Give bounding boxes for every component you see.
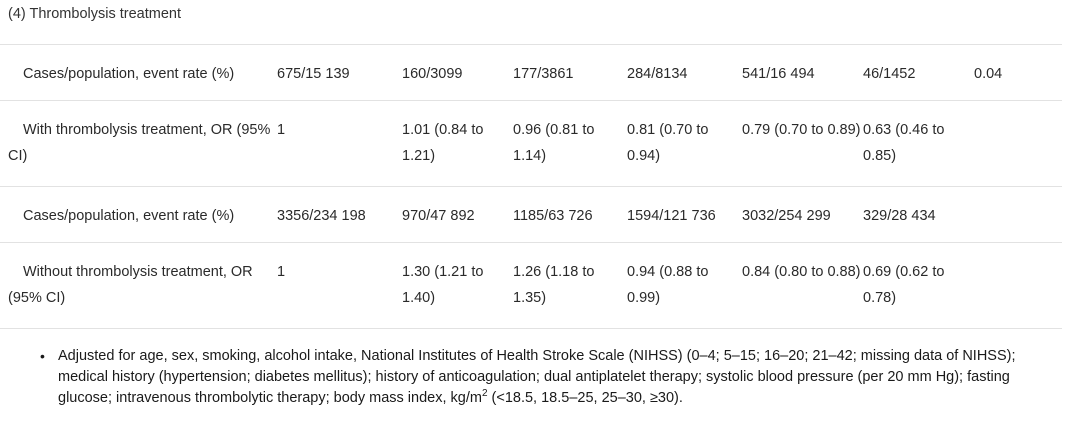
table-cell: 284/8134 [627,66,688,82]
table-cell: 0.63 (0.46 to 0.85) [863,122,945,164]
table-row: With thrombolysis treatment, OR (95% CI)… [0,100,1062,187]
table-cell: 160/3099 [402,66,463,82]
p-value-cell: 0.04 [974,66,1003,82]
row-label: With thrombolysis treatment, OR (95% CI) [8,122,271,164]
table-cell: 1.26 (1.18 to 1.35) [513,264,595,306]
table-cell: 329/28 434 [863,208,936,224]
table-cell: 541/16 494 [742,66,815,82]
table-cell: 970/47 892 [402,208,475,224]
footnote-superscript: 2 [481,388,488,400]
footnote-text: Adjusted for age, sex, smoking, alcohol … [58,348,1016,406]
table-row: Cases/population, event rate (%) 3356/23… [0,186,1062,243]
section-title: (4) Thrombolysis treatment [8,6,181,22]
row-label: Cases/population, event rate (%) [23,208,235,224]
table-cell: 0.94 (0.88 to 0.99) [627,264,709,306]
table-cell: 0.96 (0.81 to 1.14) [513,122,595,164]
row-label: Without thrombolysis treatment, OR (95% … [8,264,253,306]
footnote-text-end: (<18.5, 18.5–25, 25–30, ≥30). [487,390,683,406]
table-cell: 0.81 (0.70 to 0.94) [627,122,709,164]
footnote-item: • Adjusted for age, sex, smoking, alcohol… [40,346,1060,409]
table-row: Without thrombolysis treatment, OR (95% … [0,242,1062,329]
table-cell: 1 [277,122,286,138]
table-row: Cases/population, event rate (%) 675/15 … [0,44,1062,101]
table-cell: 0.69 (0.62 to 0.78) [863,264,945,306]
footnote-list: • Adjusted for age, sex, smoking, alcohol… [40,346,1060,409]
bullet-icon: • [40,348,45,364]
table-cell [974,187,1062,243]
table-cell: 0.84 (0.80 to 0.88) [742,264,861,280]
table-cell: 1594/121 736 [627,208,716,224]
table-cell: 3356/234 198 [277,208,366,224]
table-cell: 675/15 139 [277,66,350,82]
row-label: Cases/population, event rate (%) [23,66,235,82]
table-cell [974,101,1062,187]
table-cell: 1185/63 726 [513,208,593,224]
table-cell: 3032/254 299 [742,208,831,224]
table-cell: 46/1452 [863,66,916,82]
table-cell: 1 [277,264,286,280]
table-cell [974,243,1062,329]
table-cell: 0.79 (0.70 to 0.89) [742,122,861,138]
table-cell: 177/3861 [513,66,574,82]
table-cell: 1.01 (0.84 to 1.21) [402,122,484,164]
table-cell: 1.30 (1.21 to 1.40) [402,264,484,306]
results-table: Cases/population, event rate (%) 675/15 … [0,44,1062,329]
